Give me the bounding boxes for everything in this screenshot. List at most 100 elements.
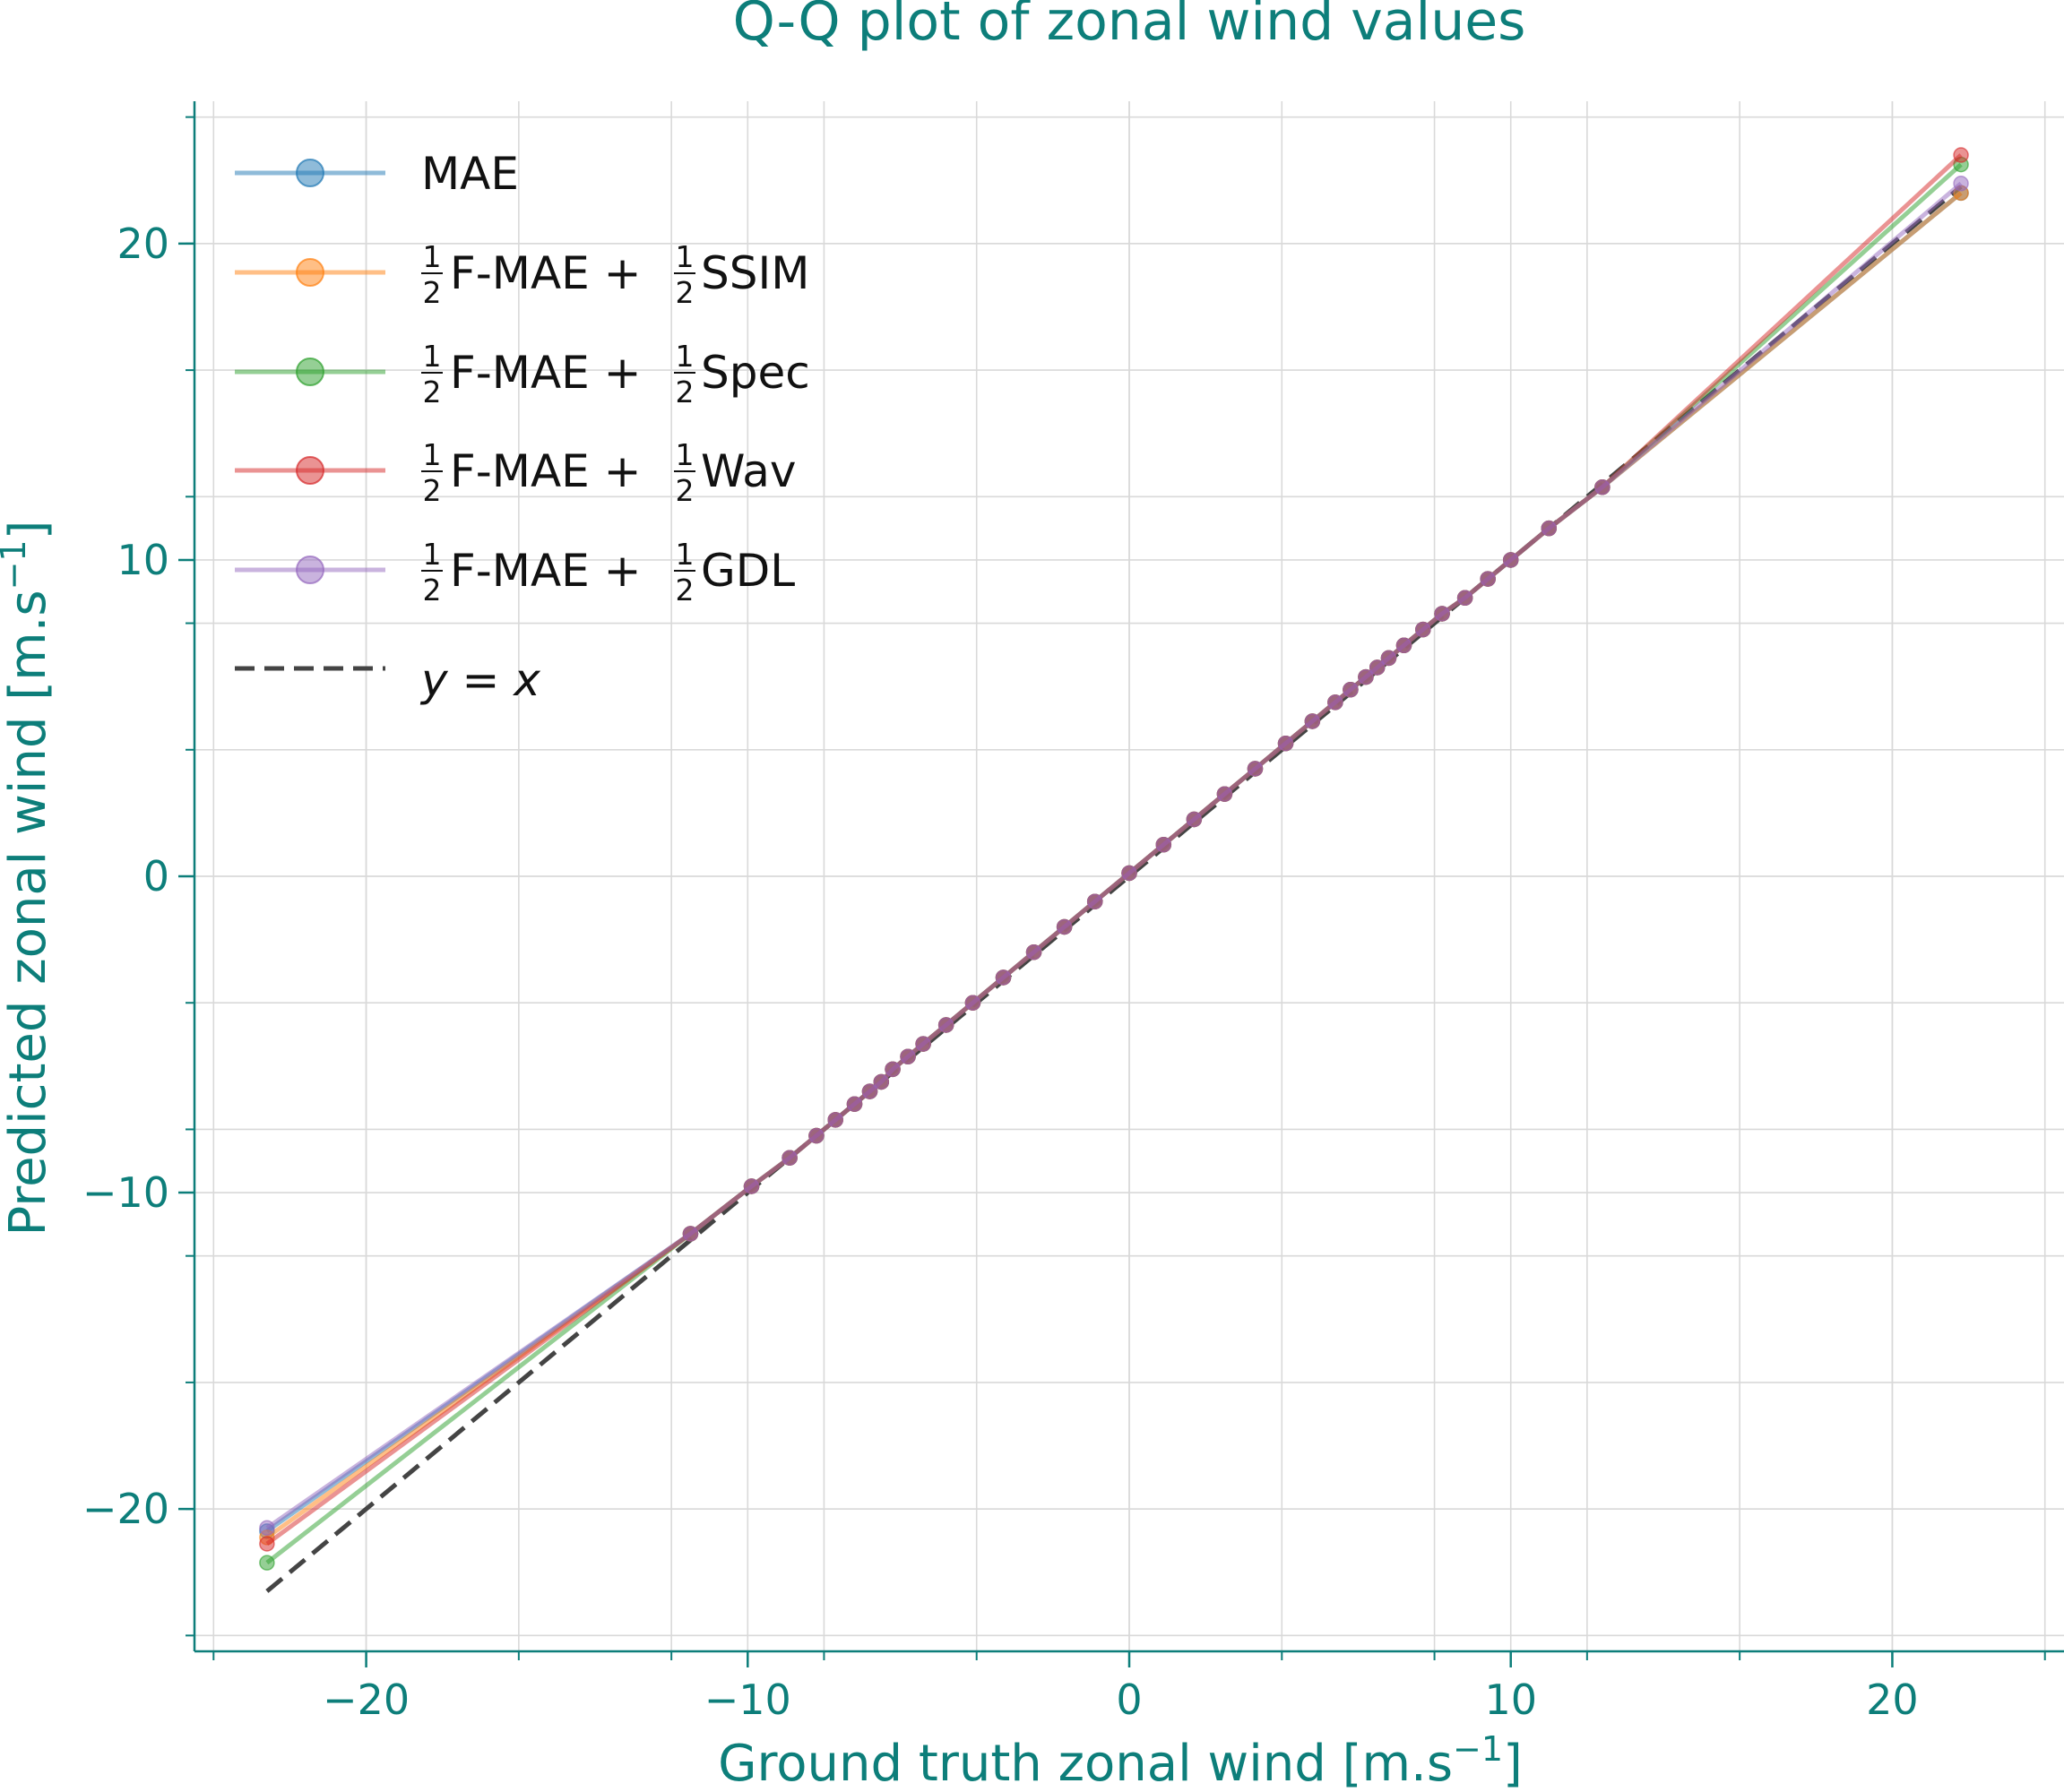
y-tick-label: 10 xyxy=(117,536,169,584)
legend-swatch-marker xyxy=(296,258,324,287)
y-tick-label: −10 xyxy=(82,1168,169,1217)
data-point xyxy=(1953,176,1969,192)
x-tick-label: −20 xyxy=(323,1676,410,1724)
data-point xyxy=(259,1555,275,1571)
y-axis-label-text: Predicted zonal wind [m.s xyxy=(0,590,57,1236)
x-axis-label-text: Ground truth zonal wind [m.s xyxy=(718,1735,1453,1792)
fraction-denominator: 2 xyxy=(423,573,442,607)
data-point xyxy=(1953,147,1969,163)
fraction-numerator: 1 xyxy=(676,437,695,472)
data-point xyxy=(1216,786,1233,802)
x-axis-label-close: ] xyxy=(1503,1735,1523,1792)
legend-item-ssim: 12 F-MAE + 12 SSIM xyxy=(235,239,809,310)
data-point xyxy=(846,1096,863,1112)
fraction-numerator: 1 xyxy=(676,537,695,572)
x-tick-label: 10 xyxy=(1484,1676,1537,1724)
fraction-numerator: 1 xyxy=(423,437,442,472)
x-tick-label: 0 xyxy=(1116,1676,1142,1724)
fraction-denominator: 2 xyxy=(676,275,695,310)
x-tick-label: −10 xyxy=(704,1676,791,1724)
legend-item-spec: 12 F-MAE + 12 Spec xyxy=(235,339,810,409)
legend-label: F-MAE + xyxy=(450,445,642,497)
data-point xyxy=(1434,606,1450,622)
legend-item-gdl: 12 F-MAE + 12 GDL xyxy=(235,537,795,607)
x-axis-label: Ground truth zonal wind [m.s−1] xyxy=(718,1729,1523,1792)
legend-swatch-marker xyxy=(296,159,324,187)
data-point xyxy=(915,1036,931,1052)
data-point xyxy=(1395,637,1412,654)
data-point xyxy=(1304,713,1321,729)
data-point xyxy=(1277,735,1294,752)
legend-label: MAE xyxy=(421,148,519,200)
data-point xyxy=(682,1226,699,1242)
data-point xyxy=(1327,694,1343,711)
chart-title: Q-Q plot of zonal wind values xyxy=(733,0,1526,53)
data-point xyxy=(1415,621,1431,638)
data-point xyxy=(937,1017,954,1033)
legend-label-suffix: Spec xyxy=(701,347,810,399)
data-point xyxy=(1025,943,1042,961)
y-tick-label: 0 xyxy=(143,852,169,900)
data-point xyxy=(1380,650,1397,667)
legend-label: F-MAE + xyxy=(450,247,642,299)
fraction-denominator: 2 xyxy=(423,375,442,409)
data-point xyxy=(1502,552,1519,568)
data-point xyxy=(1186,811,1203,828)
fraction-denominator: 2 xyxy=(676,573,695,607)
legend-swatch-marker xyxy=(296,456,324,485)
fraction-denominator: 2 xyxy=(423,473,442,508)
y-tick-label: 20 xyxy=(117,220,169,268)
data-point xyxy=(1541,520,1558,537)
data-point xyxy=(782,1150,798,1166)
legend-item-identity: y = x xyxy=(235,654,540,706)
series-layer xyxy=(259,147,1969,1571)
data-point xyxy=(1343,681,1359,698)
fraction-numerator: 1 xyxy=(423,339,442,374)
data-point xyxy=(861,1083,878,1099)
data-point xyxy=(1121,865,1137,882)
fraction-numerator: 1 xyxy=(676,339,695,374)
x-tick-label: 20 xyxy=(1866,1676,1919,1724)
fraction-denominator: 2 xyxy=(676,473,695,508)
data-point xyxy=(259,1536,275,1552)
legend-swatch-marker xyxy=(296,556,324,584)
fraction-numerator: 1 xyxy=(423,537,442,572)
grid-layer xyxy=(194,101,2064,1651)
y-tick-label: −20 xyxy=(82,1485,169,1533)
legend-label: F-MAE + xyxy=(450,545,642,597)
legend-label-identity: y = x xyxy=(419,654,540,706)
data-point xyxy=(259,1520,275,1537)
fraction-denominator: 2 xyxy=(423,275,442,310)
data-point xyxy=(1056,918,1073,935)
data-point xyxy=(1594,478,1611,495)
data-point xyxy=(885,1061,901,1078)
y-axis-label-close: ] xyxy=(0,521,57,540)
data-point xyxy=(743,1178,760,1194)
series-gdl xyxy=(259,176,1969,1537)
data-point xyxy=(1456,590,1473,607)
legend-label: F-MAE + xyxy=(450,347,642,399)
y-axis-label: Predicted zonal wind [m.s−1] xyxy=(0,521,57,1236)
data-point xyxy=(995,969,1012,986)
fraction-denominator: 2 xyxy=(676,375,695,409)
x-axis-label-exponent: −1 xyxy=(1453,1729,1503,1769)
data-point xyxy=(1247,761,1264,777)
legend-swatch-marker xyxy=(296,358,324,386)
data-point xyxy=(1086,893,1103,909)
legend-item-wav: 12 F-MAE + 12 Wav xyxy=(235,437,796,508)
data-point xyxy=(964,995,981,1011)
data-point xyxy=(827,1112,843,1128)
data-point xyxy=(1369,659,1386,676)
data-point xyxy=(1480,571,1496,587)
data-point xyxy=(900,1048,916,1064)
legend-label-suffix: GDL xyxy=(701,545,795,597)
data-point xyxy=(1358,668,1374,685)
legend-label-suffix: Wav xyxy=(701,445,796,497)
fraction-numerator: 1 xyxy=(676,239,695,274)
legend-item-mae: MAE xyxy=(235,148,519,200)
axes-layer: −20 −10 0 10 20 −20 −10 0 10 20 xyxy=(82,101,2064,1724)
legend-label-suffix: SSIM xyxy=(701,247,809,299)
y-axis-label-exponent: −1 xyxy=(0,539,33,590)
data-point xyxy=(1155,836,1172,853)
